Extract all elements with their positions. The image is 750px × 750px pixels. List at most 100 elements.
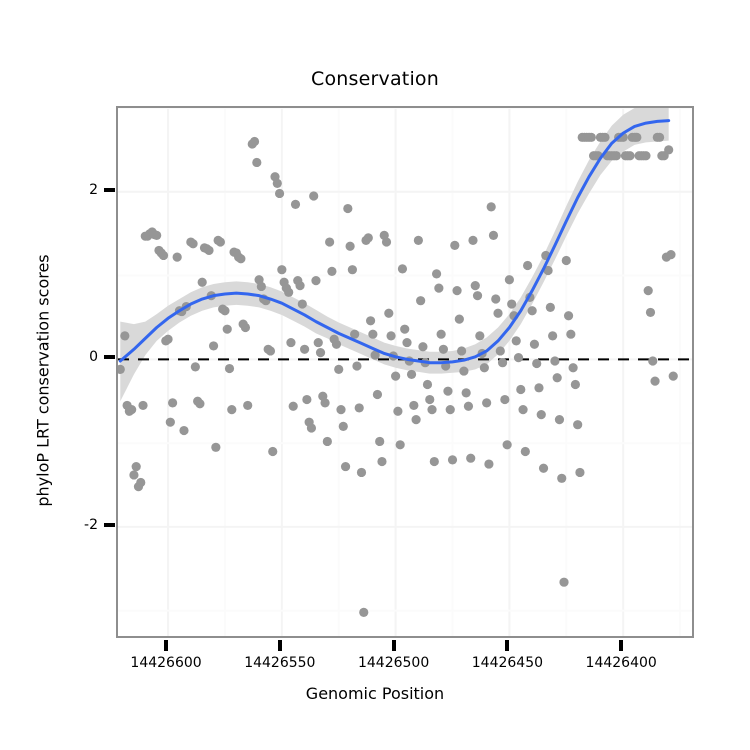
- scatter-point: [513, 353, 524, 363]
- scatter-point: [586, 132, 596, 142]
- scatter-point: [534, 383, 544, 393]
- y-axis-label: phyloP LRT conservation scores: [33, 254, 53, 507]
- scatter-point: [197, 277, 207, 287]
- scatter-point: [400, 324, 410, 334]
- scatter-point: [365, 316, 376, 326]
- scatter-point: [288, 401, 298, 411]
- scatter-point: [461, 388, 471, 398]
- scatter-point: [611, 151, 621, 161]
- scatter-point: [120, 331, 130, 341]
- scatter-point: [313, 337, 323, 348]
- scatter-point: [136, 477, 146, 488]
- scatter-point: [561, 255, 571, 266]
- scatter-point: [381, 237, 392, 247]
- plot-canvas: [118, 108, 692, 636]
- x-tick-mark: [505, 640, 510, 651]
- scatter-point: [447, 455, 458, 465]
- scatter-point: [493, 308, 503, 318]
- scatter-point: [268, 446, 278, 457]
- x-tick-label: 14426400: [585, 655, 657, 671]
- scatter-point: [222, 324, 232, 334]
- scatter-point: [459, 366, 469, 376]
- scatter-point: [557, 473, 567, 483]
- scatter-point: [352, 361, 362, 371]
- scatter-point: [295, 281, 305, 291]
- scatter-point: [334, 364, 344, 374]
- scatter-point: [472, 291, 483, 301]
- gridlines: [118, 108, 692, 636]
- scatter-point: [666, 250, 676, 260]
- scatter-point: [370, 350, 380, 360]
- scatter-point: [504, 275, 514, 285]
- scatter-point: [190, 362, 200, 372]
- scatter-point: [325, 237, 335, 247]
- scatter-point: [338, 421, 348, 431]
- confidence-band: [120, 108, 669, 402]
- scatter-point: [491, 294, 501, 304]
- scatter-point: [443, 386, 453, 396]
- scatter-point: [158, 250, 169, 261]
- y-tick-mark: [104, 522, 115, 527]
- scatter-point: [641, 151, 651, 161]
- scatter-point: [457, 346, 467, 356]
- scatter-point: [302, 394, 312, 405]
- y-tick-mark: [104, 355, 115, 360]
- scatter-point: [632, 132, 642, 142]
- scatter-point: [434, 283, 444, 293]
- scatter-point: [411, 415, 421, 425]
- scatter-point: [220, 306, 230, 316]
- scatter-point: [568, 363, 578, 373]
- scatter-point: [502, 440, 512, 450]
- scatter-point: [495, 346, 505, 356]
- scatter-point: [429, 456, 439, 467]
- scatter-point: [384, 308, 394, 318]
- scatter-point: [468, 235, 478, 245]
- scatter-point: [488, 230, 499, 240]
- scatter-point: [354, 403, 364, 413]
- scatter-point: [188, 239, 198, 249]
- scatter-point: [284, 287, 294, 297]
- scatter-point: [484, 459, 494, 469]
- scatter-point: [227, 405, 237, 415]
- scatter-point: [249, 136, 260, 147]
- scatter-point: [523, 260, 533, 271]
- scatter-point: [386, 331, 396, 341]
- scatter-point: [152, 230, 162, 240]
- scatter-point: [300, 344, 310, 354]
- plot-panel: [116, 106, 694, 638]
- y-tick-label: -2: [84, 516, 98, 533]
- scatter-point: [511, 336, 521, 346]
- scatter-point: [129, 470, 139, 480]
- scatter-point: [336, 405, 346, 415]
- scatter-point: [331, 339, 342, 349]
- x-tick-mark: [391, 640, 396, 651]
- scatter-point: [463, 401, 474, 411]
- scatter-point: [427, 405, 437, 415]
- scatter-point: [356, 467, 367, 478]
- scatter-point: [320, 398, 330, 408]
- x-tick-label: 14426450: [471, 655, 544, 671]
- scatter-point: [204, 245, 214, 256]
- scatter-point: [315, 348, 326, 358]
- scatter-point: [240, 322, 251, 333]
- scatter-point: [600, 132, 610, 142]
- scatter-point: [211, 442, 221, 452]
- scatter-point: [545, 302, 555, 312]
- scatter-point: [397, 264, 408, 274]
- scatter-point: [486, 202, 496, 212]
- scatter-point: [359, 607, 369, 617]
- scatter-point: [391, 371, 401, 381]
- scatter-point: [340, 461, 351, 472]
- scatter-point: [625, 151, 635, 161]
- scatter-point: [322, 436, 332, 447]
- scatter-point: [452, 286, 462, 296]
- page-title: Conservation: [310, 68, 439, 90]
- scatter-point: [274, 188, 285, 199]
- scatter-point: [395, 440, 405, 450]
- scatter-point: [343, 203, 353, 214]
- x-axis-label: Genomic Position: [305, 684, 445, 703]
- scatter-point: [347, 265, 357, 275]
- scatter-point: [402, 337, 412, 348]
- scatter-point: [529, 339, 540, 349]
